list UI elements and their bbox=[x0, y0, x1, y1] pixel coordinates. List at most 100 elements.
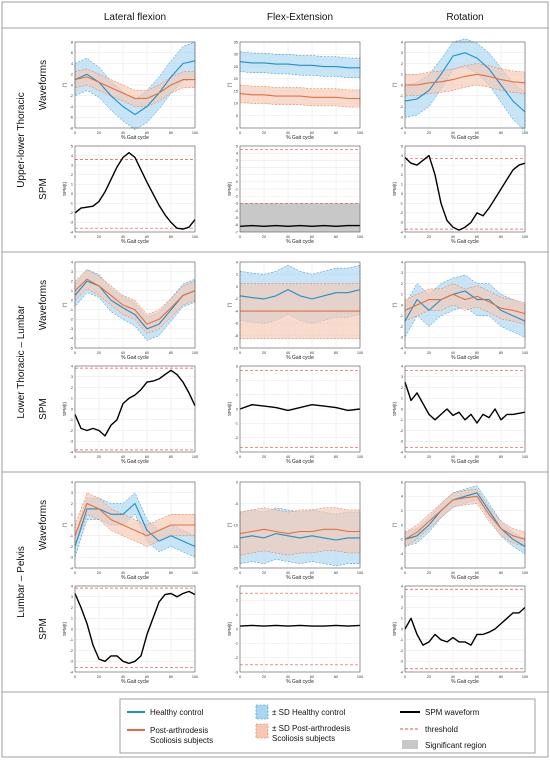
y-tick-label: -3 bbox=[400, 116, 403, 120]
y-axis-label: (°) bbox=[227, 302, 232, 307]
y-tick-label: -10 bbox=[233, 523, 239, 527]
x-tick-label: 20 bbox=[427, 571, 431, 575]
x-tick-label: 100 bbox=[522, 455, 528, 459]
sd-band-post bbox=[74, 492, 196, 547]
y-tick-label: 3 bbox=[401, 375, 403, 379]
series-line-healthy bbox=[239, 61, 360, 69]
column-header: Flex-Extension bbox=[267, 12, 333, 23]
y-tick-label: -2 bbox=[400, 538, 403, 542]
y-tick-label: 4 bbox=[401, 40, 403, 44]
y-axis-label: SPM{t} bbox=[227, 622, 232, 637]
row-label: Waveforms bbox=[38, 60, 49, 110]
y-tick-label: 4 bbox=[401, 154, 403, 158]
y-tick-label: 0 bbox=[401, 627, 403, 631]
y-tick-label: 0 bbox=[401, 83, 403, 87]
y-tick-label: 1 bbox=[71, 289, 73, 293]
y-tick-label: 0 bbox=[71, 407, 73, 411]
plot-frame bbox=[239, 145, 361, 233]
x-tick-label: 40 bbox=[286, 675, 290, 679]
y-tick-label: 1 bbox=[236, 393, 238, 397]
x-tick-label: 0 bbox=[404, 675, 406, 679]
series-line-healthy bbox=[74, 502, 196, 548]
x-tick-label: 0 bbox=[74, 455, 76, 459]
x-axis-label: % Gait cycle bbox=[121, 135, 149, 141]
x-tick-label: 80 bbox=[499, 455, 503, 459]
y-tick-label: -1 bbox=[400, 418, 403, 422]
x-tick-label: 40 bbox=[286, 131, 290, 135]
plot-frame bbox=[74, 261, 196, 349]
x-tick-label: 80 bbox=[169, 675, 173, 679]
x-tick-label: 100 bbox=[192, 571, 198, 575]
y-tick-label: -10 bbox=[233, 346, 239, 350]
y-tick-label: 3 bbox=[71, 491, 73, 495]
x-axis-label: % Gait cycle bbox=[451, 135, 479, 141]
chart-lt-flex-wave: 0 20 40 60 80 100 -10 -8 -6 -4 -2 0 2 4 % Gait cycle (°… bbox=[227, 260, 363, 361]
x-axis-label: % Gait cycle bbox=[286, 459, 314, 465]
y-tick-label: -1 bbox=[70, 202, 73, 206]
x-tick-label: 100 bbox=[357, 675, 363, 679]
x-tick-label: 20 bbox=[97, 675, 101, 679]
plot-frame bbox=[404, 481, 526, 569]
y-axis-label: SPM{t} bbox=[227, 182, 232, 197]
legend-sd-healthy-label: ± SD Healthy control bbox=[272, 708, 346, 717]
y-tick-label: 2 bbox=[236, 166, 238, 170]
series-line-healthy bbox=[74, 280, 196, 330]
y-tick-label: 3 bbox=[71, 270, 73, 274]
x-tick-label: 60 bbox=[145, 351, 149, 355]
y-tick-label: 8 bbox=[71, 40, 73, 44]
y-tick-label: 20 bbox=[234, 77, 238, 81]
x-axis-label: % Gait cycle bbox=[451, 239, 479, 245]
y-tick-label: 5 bbox=[401, 144, 403, 148]
y-tick-label: 0 bbox=[236, 407, 238, 411]
y-tick-label: -1 bbox=[70, 308, 73, 312]
chart-lp-flex-wave: 0 20 40 60 80 100 -20 -15 -10 -5 0 % Gait cycle (°) bbox=[227, 480, 363, 581]
y-tick-label: 0 bbox=[71, 299, 73, 303]
x-tick-label: 20 bbox=[97, 351, 101, 355]
chart-ul-rot-spm: 0 20 40 60 80 100 -4 -3 -2 -1 0 1 2 3 4 5 % Gait cycle SP… bbox=[392, 144, 528, 245]
y-tick-label: -4 bbox=[400, 670, 403, 674]
x-tick-label: 20 bbox=[427, 675, 431, 679]
y-tick-label: -1 bbox=[400, 94, 403, 98]
x-tick-label: 20 bbox=[427, 455, 431, 459]
x-tick-label: 100 bbox=[522, 131, 528, 135]
y-axis-label: SPM{t} bbox=[392, 182, 397, 197]
x-tick-label: 20 bbox=[262, 571, 266, 575]
chart-lt-flex-spm: 0 20 40 60 80 100 -3 -2 -1 0 1 2 3 % Gait cycle SPM{t} bbox=[227, 364, 363, 465]
chart-lt-rot-wave: 0 20 40 60 80 100 -4 -3 -2 -1 0 1 2 3 4 % Gait cycle (°) bbox=[392, 260, 528, 361]
chart-ul-flex-wave: 0 20 40 60 80 100 0 5 10 15 20 25 30 35 % Gait cycle (°… bbox=[227, 40, 363, 141]
y-tick-label: -3 bbox=[70, 556, 73, 560]
x-tick-label: 60 bbox=[145, 455, 149, 459]
x-tick-label: 80 bbox=[169, 571, 173, 575]
y-tick-label: -5 bbox=[70, 346, 73, 350]
y-tick-label: -4 bbox=[70, 105, 73, 109]
x-axis-label: % Gait cycle bbox=[286, 135, 314, 141]
x-tick-label: 40 bbox=[121, 351, 125, 355]
y-tick-label: -2 bbox=[235, 436, 238, 440]
series-line-post bbox=[74, 76, 195, 99]
spm-line bbox=[404, 606, 526, 646]
x-tick-label: 0 bbox=[239, 675, 241, 679]
plot-frame bbox=[74, 585, 196, 673]
x-tick-label: 0 bbox=[74, 235, 76, 239]
x-axis-label: % Gait cycle bbox=[451, 575, 479, 581]
x-tick-label: 20 bbox=[427, 235, 431, 239]
x-tick-label: 80 bbox=[334, 455, 338, 459]
y-tick-label: 35 bbox=[234, 40, 238, 44]
x-tick-label: 40 bbox=[451, 351, 455, 355]
significant-region bbox=[240, 203, 360, 232]
y-tick-label: -4 bbox=[70, 670, 73, 674]
x-tick-label: 20 bbox=[97, 455, 101, 459]
chart-lp-rot-wave: 0 20 40 60 80 100 -6 -4 -2 0 2 4 6 % Gait cycle (°) bbox=[392, 480, 528, 581]
y-tick-label: -2 bbox=[70, 429, 73, 433]
plot-frame bbox=[74, 41, 196, 129]
y-tick-label: -3 bbox=[235, 670, 238, 674]
x-tick-label: 80 bbox=[334, 675, 338, 679]
y-tick-label: -4 bbox=[400, 126, 403, 130]
x-tick-label: 60 bbox=[310, 351, 314, 355]
x-tick-label: 60 bbox=[475, 235, 479, 239]
y-tick-label: -3 bbox=[70, 660, 73, 664]
y-tick-label: 2 bbox=[236, 599, 238, 603]
spm-line bbox=[239, 224, 360, 228]
